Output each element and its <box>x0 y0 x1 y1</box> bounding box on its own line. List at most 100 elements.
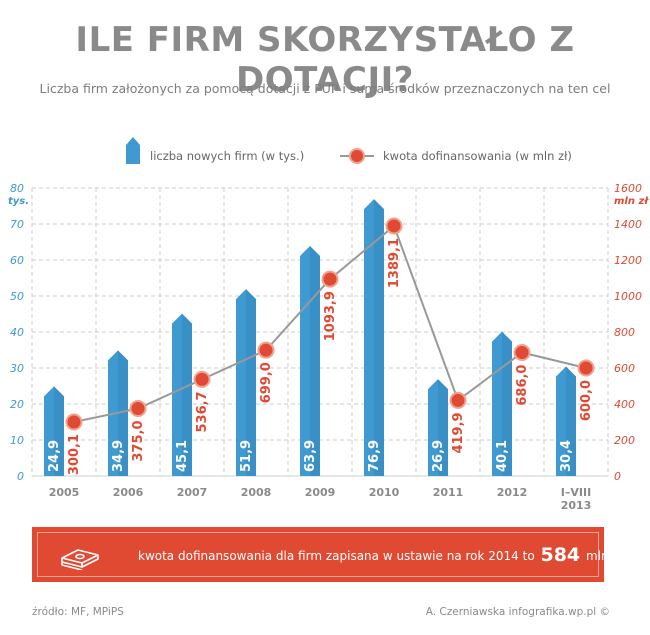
line-point: 699,0 <box>257 341 275 403</box>
x-axis-tick: 2011 <box>433 486 464 499</box>
bar-value-label: 63,9 <box>303 440 318 472</box>
bar-value-label: 76,9 <box>367 440 382 472</box>
line-point: 300,1 <box>65 413 83 475</box>
bar-shade <box>374 199 384 476</box>
bar-body <box>300 245 320 476</box>
line-marker <box>321 270 339 288</box>
line-marker <box>513 344 531 362</box>
bar: 26,9 <box>428 379 448 476</box>
page-subtitle: Liczba firm założonych za pomocą dotacji… <box>39 81 611 96</box>
x-axis-tick: 2013 <box>561 499 592 512</box>
line-marker <box>449 391 467 409</box>
line-value-label: 699,0 <box>259 362 274 403</box>
line-marker <box>65 413 83 431</box>
left-axis-tick: 40 <box>10 326 24 339</box>
bar: 63,9 <box>300 245 320 476</box>
left-axis-tick: 0 <box>17 470 24 483</box>
right-axis-tick: 0 <box>614 470 621 483</box>
line-point: 686,0 <box>513 344 531 406</box>
line-marker <box>129 400 147 417</box>
money-stack-icon <box>61 549 99 570</box>
left-axis-tick: 50 <box>10 290 24 303</box>
bar-value-label: 40,1 <box>495 440 510 472</box>
right-axis-tick: 600 <box>614 362 635 375</box>
line-point: 600,0 <box>577 359 595 421</box>
legend-item-bars: liczba nowych firm (w tys.) <box>126 137 304 164</box>
bar-body <box>428 379 448 476</box>
right-axis-tick: 800 <box>614 326 635 339</box>
right-axis-tick: 1000 <box>614 290 642 303</box>
line-value-label: 600,0 <box>579 380 594 421</box>
left-axis-tick: 80 <box>10 182 24 195</box>
left-axis-tick: 10 <box>10 434 24 447</box>
x-axis-tick: 2007 <box>177 486 208 499</box>
line-point: 1093,9 <box>321 270 339 341</box>
x-axis-tick: 2012 <box>497 486 528 499</box>
bar-body <box>364 199 384 476</box>
bar: 45,1 <box>172 313 192 476</box>
bar: 30,4 <box>556 366 576 476</box>
bar-value-label: 51,9 <box>239 440 254 472</box>
line-value-label: 536,7 <box>195 391 210 432</box>
bar-body <box>492 331 512 476</box>
bar-shade <box>54 386 64 476</box>
line-marker <box>257 341 275 359</box>
bar-shade <box>310 245 320 476</box>
line-series: 300,1 375,0 536,7 699,0 1093,9 1389,1 419,9 686… <box>65 217 595 475</box>
left-axis-tick: 70 <box>10 218 24 231</box>
bar-series: 24,9 34,9 45,1 51,9 63,9 76,9 26,9 40,1 30,4 <box>44 199 576 476</box>
bar-shade <box>118 350 128 476</box>
bar-body <box>236 289 256 476</box>
bar-value-label: 45,1 <box>175 440 190 472</box>
bar: 51,9 <box>236 289 256 476</box>
banner-amount: 584 <box>540 544 581 566</box>
line-point: 1389,1 <box>385 217 403 288</box>
bar-shade <box>438 379 448 476</box>
legend-marker-icon <box>349 148 365 164</box>
line-point: 536,7 <box>193 370 211 433</box>
x-axis-tick: 2008 <box>241 486 272 499</box>
source-note: źródło: MF, MPiPS <box>32 606 124 618</box>
x-axis-tick: 2006 <box>113 486 144 499</box>
bar: 76,9 <box>364 199 384 476</box>
banner-text: kwota dofinansowania dla firm zapisana w… <box>138 533 622 578</box>
right-axis-tick: 400 <box>614 398 635 411</box>
line-value-label: 300,1 <box>67 434 82 475</box>
line-value-label: 1389,1 <box>387 238 402 288</box>
bar-body <box>556 366 576 476</box>
line-point: 375,0 <box>129 400 147 462</box>
line-point: 419,9 <box>449 391 467 454</box>
x-axis-tick: 2010 <box>369 486 400 499</box>
banner-unit: mln zł <box>585 549 623 563</box>
right-axis-tick: 1200 <box>614 254 642 267</box>
line-marker <box>193 370 211 388</box>
combo-chart: 24,9 34,9 45,1 51,9 63,9 76,9 26,9 40,1 30,4 300… <box>8 137 649 512</box>
line-value-label: 419,9 <box>451 412 466 453</box>
x-axis-tick: I–VIII <box>561 486 591 499</box>
left-axis-tick: 60 <box>10 254 24 267</box>
bar-value-label: 24,9 <box>47 440 62 472</box>
x-axis-tick: 2005 <box>49 486 80 499</box>
chart-legend: liczba nowych firm (w tys.) kwota dofinan… <box>126 137 572 164</box>
right-axis-tick: 1600 <box>614 182 642 195</box>
bar-value-label: 30,4 <box>559 440 574 472</box>
line-value-label: 1093,9 <box>323 291 338 341</box>
x-axis-tick: 2009 <box>305 486 336 499</box>
bar-shade <box>502 331 512 476</box>
bar-value-label: 34,9 <box>111 440 126 472</box>
legend-bar-icon <box>126 137 140 164</box>
left-axis-unit: tys. <box>8 196 29 207</box>
bar-body <box>172 313 192 476</box>
left-axis-tick: 20 <box>10 398 24 411</box>
line-marker <box>577 359 595 377</box>
credit-note: A. Czerniawska infografika.wp.pl © <box>425 606 610 618</box>
left-axis-tick: 30 <box>10 362 24 375</box>
legend-item-line: kwota dofinansowania (w mln zł) <box>340 148 572 164</box>
bar: 24,9 <box>44 386 64 476</box>
right-axis-tick: 200 <box>614 434 635 447</box>
bar-value-label: 26,9 <box>431 440 446 472</box>
right-axis-unit: mln zł <box>614 196 649 207</box>
line-marker <box>385 217 403 235</box>
bar-shade <box>566 366 576 476</box>
